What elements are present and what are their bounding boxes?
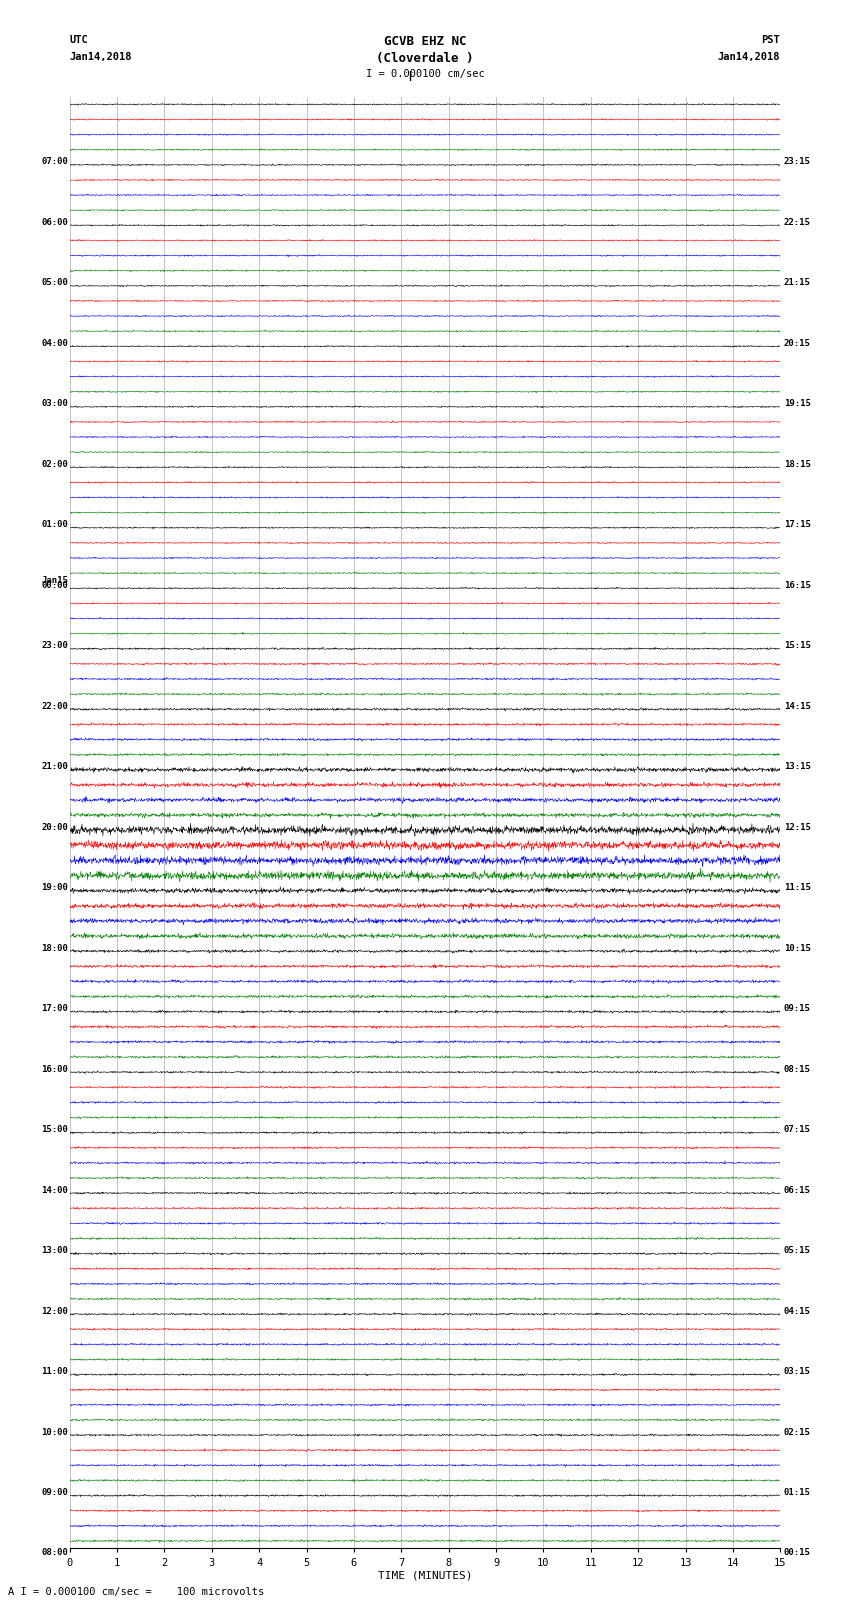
Text: 21:00: 21:00 xyxy=(42,763,68,771)
Text: 08:15: 08:15 xyxy=(784,1065,811,1074)
Text: 11:00: 11:00 xyxy=(42,1368,68,1376)
Text: 20:15: 20:15 xyxy=(784,339,811,348)
Text: 01:00: 01:00 xyxy=(42,519,68,529)
Text: 19:00: 19:00 xyxy=(42,884,68,892)
Text: 13:00: 13:00 xyxy=(42,1245,68,1255)
Text: 22:00: 22:00 xyxy=(42,702,68,711)
Text: GCVB EHZ NC: GCVB EHZ NC xyxy=(383,35,467,48)
Text: 07:00: 07:00 xyxy=(42,158,68,166)
Text: 17:15: 17:15 xyxy=(784,519,811,529)
Text: 07:15: 07:15 xyxy=(784,1126,811,1134)
Text: 13:15: 13:15 xyxy=(784,763,811,771)
X-axis label: TIME (MINUTES): TIME (MINUTES) xyxy=(377,1571,473,1581)
Text: 19:15: 19:15 xyxy=(784,400,811,408)
Text: 10:00: 10:00 xyxy=(42,1428,68,1437)
Text: 02:15: 02:15 xyxy=(784,1428,811,1437)
Text: 05:00: 05:00 xyxy=(42,279,68,287)
Text: 05:15: 05:15 xyxy=(784,1245,811,1255)
Text: 06:00: 06:00 xyxy=(42,218,68,227)
Text: 21:15: 21:15 xyxy=(784,279,811,287)
Text: 15:15: 15:15 xyxy=(784,642,811,650)
Text: 18:00: 18:00 xyxy=(42,944,68,953)
Text: 06:15: 06:15 xyxy=(784,1186,811,1195)
Text: A I = 0.000100 cm/sec =    100 microvolts: A I = 0.000100 cm/sec = 100 microvolts xyxy=(8,1587,264,1597)
Text: 03:15: 03:15 xyxy=(784,1368,811,1376)
Text: 16:00: 16:00 xyxy=(42,1065,68,1074)
Text: Jan14,2018: Jan14,2018 xyxy=(70,52,133,61)
Text: Jan14,2018: Jan14,2018 xyxy=(717,52,780,61)
Text: I = 0.000100 cm/sec: I = 0.000100 cm/sec xyxy=(366,69,484,79)
Text: 00:15: 00:15 xyxy=(784,1548,811,1558)
Text: 02:00: 02:00 xyxy=(42,460,68,469)
Text: 14:00: 14:00 xyxy=(42,1186,68,1195)
Text: 23:15: 23:15 xyxy=(784,158,811,166)
Text: UTC: UTC xyxy=(70,35,88,45)
Text: 12:15: 12:15 xyxy=(784,823,811,832)
Text: 12:00: 12:00 xyxy=(42,1307,68,1316)
Text: 17:00: 17:00 xyxy=(42,1003,68,1013)
Text: 04:00: 04:00 xyxy=(42,339,68,348)
Text: 01:15: 01:15 xyxy=(784,1487,811,1497)
Text: 15:00: 15:00 xyxy=(42,1126,68,1134)
Text: 23:00: 23:00 xyxy=(42,642,68,650)
Text: 16:15: 16:15 xyxy=(784,581,811,590)
Text: 22:15: 22:15 xyxy=(784,218,811,227)
Text: (Cloverdale ): (Cloverdale ) xyxy=(377,52,473,65)
Text: 04:15: 04:15 xyxy=(784,1307,811,1316)
Text: 03:00: 03:00 xyxy=(42,400,68,408)
Text: Jan15: Jan15 xyxy=(42,576,68,586)
Text: 14:15: 14:15 xyxy=(784,702,811,711)
Text: 09:00: 09:00 xyxy=(42,1487,68,1497)
Text: 08:00: 08:00 xyxy=(42,1548,68,1558)
Text: 11:15: 11:15 xyxy=(784,884,811,892)
Text: 00:00: 00:00 xyxy=(42,581,68,590)
Text: 10:15: 10:15 xyxy=(784,944,811,953)
Text: 20:00: 20:00 xyxy=(42,823,68,832)
Text: 09:15: 09:15 xyxy=(784,1003,811,1013)
Text: 18:15: 18:15 xyxy=(784,460,811,469)
Text: PST: PST xyxy=(762,35,780,45)
